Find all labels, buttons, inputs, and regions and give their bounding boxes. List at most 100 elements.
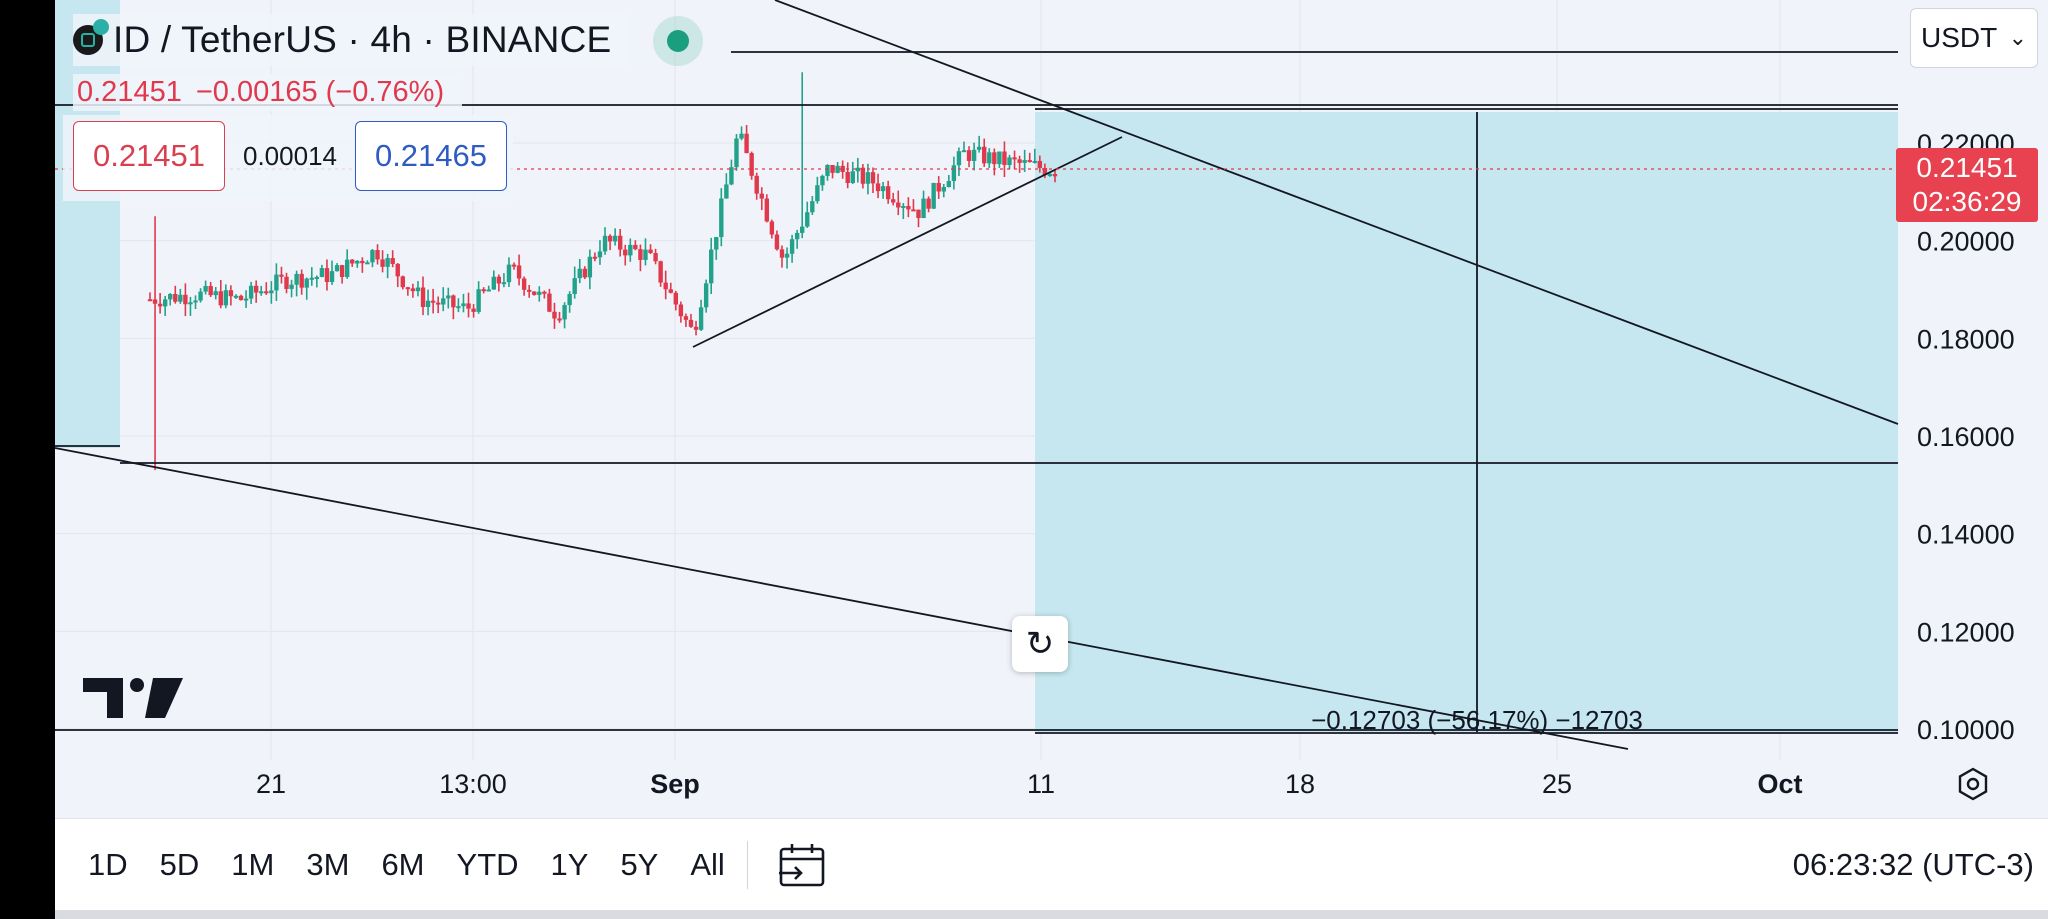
go-to-date-icon[interactable] <box>777 841 827 889</box>
trend-line-ascending <box>692 136 1123 348</box>
candle-body <box>709 249 714 284</box>
candle-body <box>724 184 729 199</box>
currency-selector[interactable]: USDT ⌄ <box>1910 8 2038 68</box>
symbol-header[interactable]: ID / TetherUS · 4h · BINANCE <box>73 14 630 66</box>
candle-body <box>987 152 992 164</box>
candle-body <box>941 187 946 192</box>
bottom-strip <box>55 910 2048 919</box>
candle-body <box>259 291 264 294</box>
candle-body <box>329 271 335 283</box>
candle-body <box>577 268 582 279</box>
candle-body <box>324 268 330 283</box>
candle-body <box>521 278 527 290</box>
candle-body <box>653 253 658 262</box>
candle-body <box>901 205 906 208</box>
price-axis-label: 0.12000 <box>1917 617 2015 647</box>
candle-body <box>294 273 299 285</box>
candle-body <box>587 256 593 278</box>
candle-body <box>916 209 921 219</box>
range-button-all[interactable]: All <box>690 847 725 882</box>
candle-body <box>729 167 734 185</box>
candle-body <box>885 186 891 200</box>
candle-body <box>168 294 173 300</box>
range-button-5y[interactable]: 5Y <box>620 847 659 882</box>
candle-body <box>178 294 183 302</box>
current-price-badge: 0.21451 02:36:29 <box>1896 148 2038 222</box>
current-price-value: 0.21451 <box>1916 152 2018 183</box>
candle-body <box>678 304 684 317</box>
candle-body <box>739 133 744 139</box>
candle-body <box>157 303 163 307</box>
range-button-3m[interactable]: 3M <box>306 847 350 882</box>
candle-body <box>820 175 825 186</box>
price-chart[interactable]: 0.220000.200000.180000.160000.140000.120… <box>55 0 2048 818</box>
candle-body <box>299 273 304 288</box>
spread-value: 0.00014 <box>243 140 337 171</box>
market-status-icon[interactable] <box>653 16 703 66</box>
candle-body <box>719 198 724 238</box>
candle-body <box>683 316 689 320</box>
candle-body <box>875 183 881 192</box>
range-button-1m[interactable]: 1M <box>231 847 275 882</box>
range-button-ytd[interactable]: YTD <box>456 847 519 882</box>
price-axis-label: 0.16000 <box>1917 422 2015 452</box>
candle-body <box>532 291 537 295</box>
candle-body <box>648 249 653 254</box>
sell-price-button[interactable]: 0.21451 <box>73 121 225 191</box>
candle-body <box>688 319 694 327</box>
candle-body <box>951 165 957 182</box>
candle-body <box>198 291 203 301</box>
candle-body <box>253 285 259 293</box>
candle-body <box>1032 160 1037 163</box>
chevron-down-icon: ⌄ <box>2008 25 2027 50</box>
candle-body <box>511 264 517 267</box>
range-button-5d[interactable]: 5D <box>159 847 200 882</box>
candle-body <box>395 263 400 277</box>
candle-body <box>233 295 239 298</box>
candle-body <box>516 265 522 279</box>
candle-body <box>314 276 320 279</box>
candle-body <box>425 300 431 308</box>
settings-gear-button[interactable] <box>1953 764 1993 804</box>
candle-body <box>759 193 764 199</box>
candle-body <box>794 232 800 240</box>
range-button-6m[interactable]: 6M <box>381 847 425 882</box>
candle-body <box>911 209 916 212</box>
candle-body <box>213 291 218 296</box>
candle-body <box>921 198 926 219</box>
candlestick-series <box>147 72 1058 471</box>
candle-body <box>238 295 244 301</box>
candle-body <box>870 172 876 184</box>
candle-body <box>410 288 416 292</box>
candle-body <box>375 250 380 260</box>
candle-body <box>486 289 491 292</box>
candle-body <box>415 287 421 292</box>
range-button-1d[interactable]: 1D <box>88 847 128 882</box>
candle-body <box>274 274 279 291</box>
candle-body <box>334 265 340 272</box>
time-axis-label: 21 <box>256 769 286 799</box>
settings-gear-icon <box>1958 767 1988 801</box>
candle-body <box>931 182 936 209</box>
candle-body <box>607 235 613 242</box>
range-button-1y[interactable]: 1Y <box>550 847 589 882</box>
candle-body <box>350 259 355 264</box>
candle-body <box>623 249 628 256</box>
candle-body <box>501 282 507 285</box>
timezone-clock[interactable]: 06:23:32 (UTC-3) <box>1792 847 2034 882</box>
candle-body <box>552 311 557 319</box>
candle-body <box>815 185 820 202</box>
reset-chart-button[interactable]: ↻ <box>1012 616 1068 672</box>
candle-body <box>360 260 365 264</box>
candle-body <box>526 289 532 292</box>
candle-body <box>390 258 395 264</box>
candle-body <box>218 291 223 306</box>
candle-body <box>592 256 598 259</box>
candle-body <box>835 165 840 173</box>
candle-body <box>971 149 977 161</box>
candle-body <box>628 244 633 256</box>
buy-price-button[interactable]: 0.21465 <box>354 121 507 191</box>
candle-body <box>633 244 638 250</box>
candle-body <box>147 299 153 302</box>
candle-body <box>602 235 608 252</box>
